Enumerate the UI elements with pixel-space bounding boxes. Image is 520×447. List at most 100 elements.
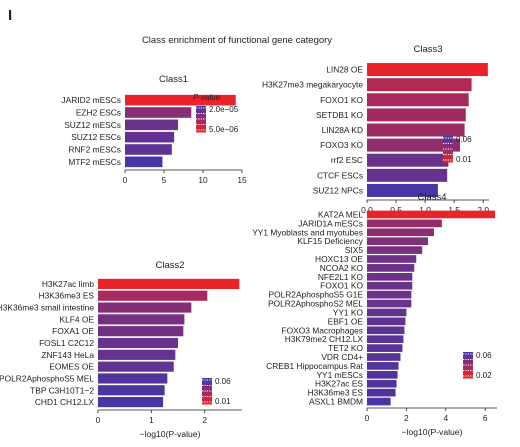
legend-swatch <box>202 381 212 385</box>
category-label: POLR2AphosphoS2 MEL <box>268 299 363 309</box>
category-label: LIN28 OE <box>326 65 363 75</box>
bar <box>98 326 184 337</box>
category-label: FOXO1 KO <box>320 281 363 291</box>
legend-swatch <box>463 371 473 376</box>
legend-swatch <box>443 145 453 150</box>
bar <box>367 272 413 281</box>
x-tick-label: 0 <box>123 175 128 185</box>
x-tick-label: 0.0 <box>361 205 373 215</box>
bar <box>367 388 396 397</box>
category-label: H3K36me3 small intestine <box>0 303 94 313</box>
category-label: KLF4 OE <box>60 314 95 324</box>
category-label: H3K27ac ES <box>315 379 363 389</box>
legend-label-high: 0.06 <box>215 377 231 386</box>
x-axis-label: −log10(P-value) <box>140 429 201 439</box>
legend-label-low: 0.02 <box>476 371 492 380</box>
chart-title: Class1 <box>159 74 188 85</box>
bar <box>98 373 168 384</box>
legend-label-low: 5.0e−06 <box>209 125 239 134</box>
pvalue-legend: 0.06 0.02 <box>463 351 492 380</box>
bar <box>367 326 405 335</box>
bar <box>367 153 449 167</box>
bar <box>98 397 164 408</box>
category-label: H3K27me3 megakaryocyte <box>262 80 363 90</box>
bar <box>367 281 413 290</box>
bar <box>98 314 185 325</box>
category-label: FOXO1 KO <box>320 95 363 105</box>
legend-swatch <box>443 142 453 147</box>
legend-swatch <box>443 149 453 153</box>
category-label: TBP C3H10T1−2 <box>30 385 94 395</box>
bar <box>367 264 415 272</box>
category-label: SUZ12 mESCs <box>64 120 121 130</box>
category-label: CHD1 CH12.LX <box>35 397 95 407</box>
legend-swatch <box>202 391 212 395</box>
category-label: HOXC13 OE <box>315 254 363 264</box>
x-tick-label: 6 <box>483 413 488 423</box>
category-label: FOXA1 OE <box>52 326 94 336</box>
category-label: SIX5 <box>345 245 363 255</box>
category-label: CREB1 Hippocampus Rat <box>266 361 363 371</box>
category-label: YY1 Myoblasts and myotubes <box>252 227 363 237</box>
category-label: TET2 KO <box>328 343 363 353</box>
bar <box>367 237 429 246</box>
bar <box>367 168 448 182</box>
bar <box>125 131 175 143</box>
bar <box>367 308 407 317</box>
category-label: POLR2AphosphoS5 G1E <box>268 290 363 300</box>
category-label: POLR2AphosphoS5 MEL <box>0 373 94 383</box>
category-label: FOSL1 C2C12 <box>39 338 94 348</box>
legend-swatch <box>463 361 473 366</box>
bar <box>367 93 469 107</box>
x-tick-label: 0 <box>96 415 101 425</box>
bar <box>125 156 163 168</box>
pvalue-legend: P-value 2.0e−05 5.0e−06 <box>193 93 239 134</box>
category-label: VDR CD4+ <box>321 352 363 362</box>
category-label: JARID2 mESCs <box>61 95 121 105</box>
bar <box>367 123 465 137</box>
bar <box>367 335 404 344</box>
category-label: YY1 mESCs <box>316 370 363 380</box>
category-label: KLF15 Deficiency <box>297 236 363 246</box>
bar <box>98 385 165 396</box>
chart-title: Class3 <box>413 44 442 55</box>
category-label: SUZ12 NPCs <box>313 185 363 195</box>
x-tick-label: 0 <box>365 413 370 423</box>
bar <box>367 255 417 263</box>
bar <box>367 397 391 406</box>
chart-title: Class4 <box>417 192 446 203</box>
category-label: ZNF143 HeLa <box>41 350 94 360</box>
category-label: FOXO3 KO <box>320 140 363 150</box>
chart-class1: Class1 JARID2 mESCs EZH2 ESCs SUZ12 mESCs SU… <box>61 74 247 185</box>
bar <box>98 302 192 313</box>
x-tick-label: 2 <box>202 415 207 425</box>
category-label: H3K27ac limb <box>42 279 94 289</box>
bar <box>367 108 466 122</box>
chart-class3: Class3 LIN28 OE H3K27me3 megakaryocyte FOXO… <box>262 44 489 215</box>
category-label: SUZ12 ESCs <box>71 132 121 142</box>
legend-label-high: 0.06 <box>456 135 472 144</box>
category-label: MTF2 mESCs <box>68 157 121 167</box>
x-tick-label: 4 <box>443 413 448 423</box>
bar <box>367 370 398 379</box>
legend-swatch <box>443 158 453 163</box>
category-label: SETDB1 KO <box>316 110 363 120</box>
category-label: LIN28A KD <box>322 125 363 135</box>
legend-label-high: 0.06 <box>476 351 492 360</box>
bar <box>367 353 401 361</box>
legend-swatch <box>202 387 212 392</box>
legend-swatch <box>196 112 206 117</box>
x-tick-label: 1.5 <box>448 205 460 215</box>
chart-class2: Class2 H3K27ac limb H3K36me3 ES H3K36me3 sm… <box>0 260 242 439</box>
x-tick-label: 1 <box>149 415 154 425</box>
category-label: EBF1 OE <box>328 316 364 326</box>
bar <box>367 63 488 77</box>
category-label: JARID1A mESCs <box>298 218 363 228</box>
legend-swatch <box>196 109 206 113</box>
pvalue-legend: 0.06 0.01 <box>202 377 231 406</box>
x-tick-label: 2.0 <box>477 205 489 215</box>
x-axis-label: −log10(P-value) <box>402 427 463 437</box>
category-label: H3K79me2 CH12.LX <box>285 334 364 344</box>
x-tick-label: 15 <box>237 175 247 185</box>
